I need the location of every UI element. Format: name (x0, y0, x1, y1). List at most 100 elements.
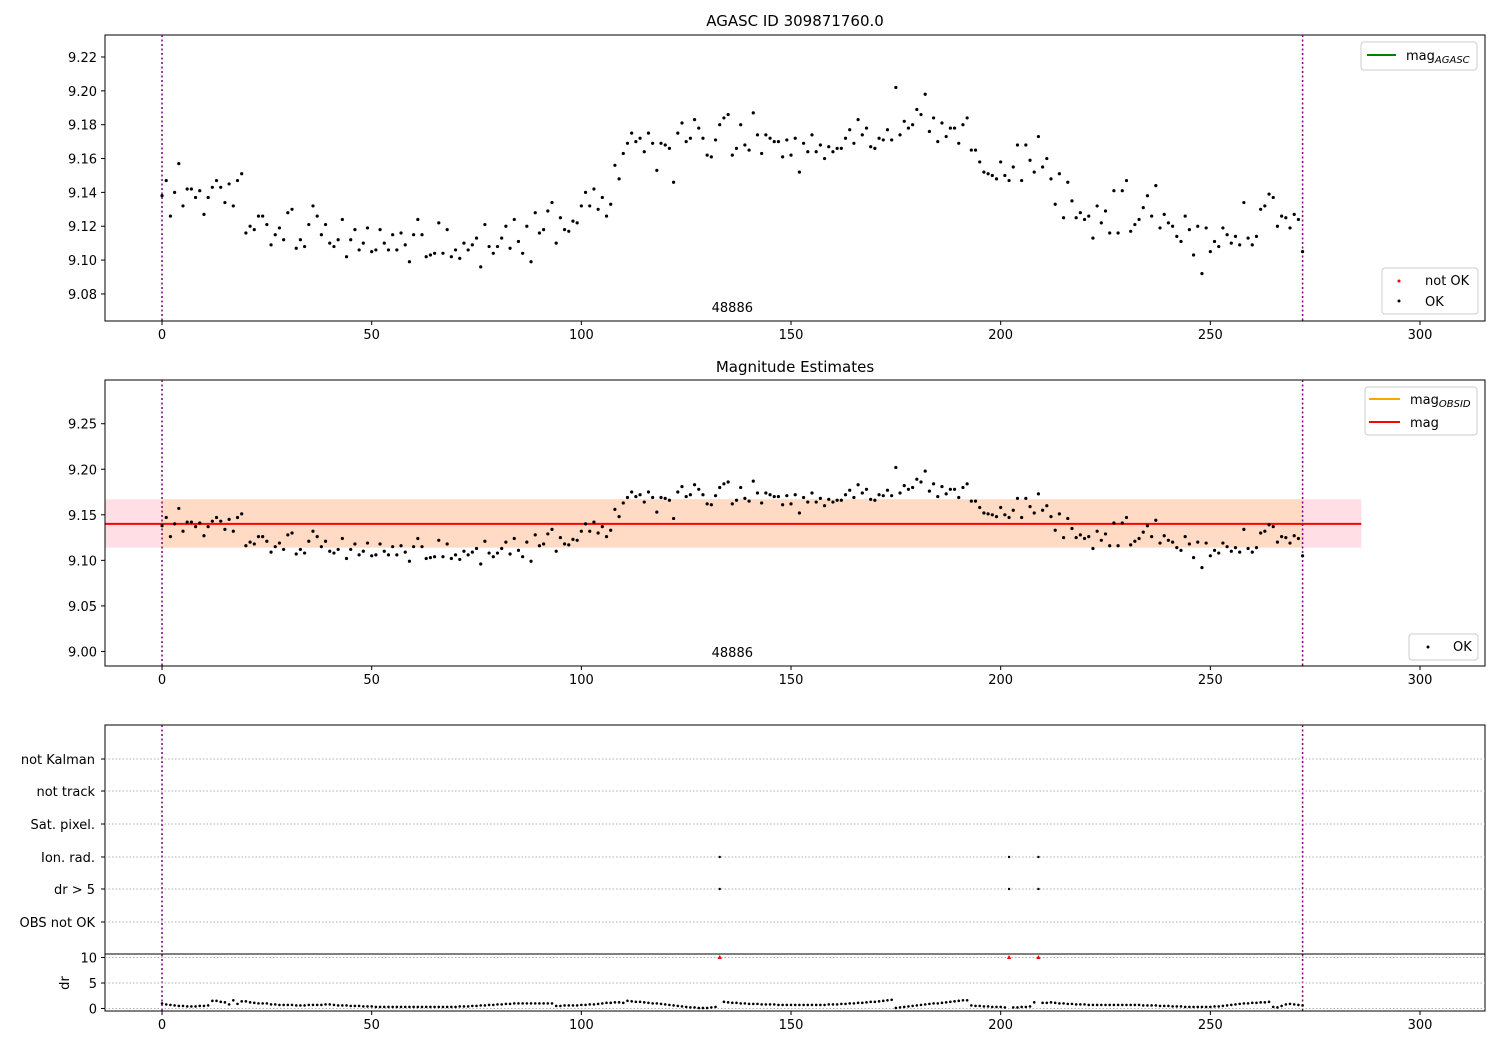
panel2-point (617, 515, 621, 519)
dr-point (756, 1002, 759, 1006)
flag-point (718, 887, 721, 891)
dr-point (911, 1004, 914, 1008)
panel1-point (1087, 214, 1091, 218)
panel2-point (177, 506, 181, 511)
panel1-point (495, 244, 500, 249)
dr-point (580, 1003, 583, 1007)
panel1-point (1045, 156, 1049, 161)
dr-point (462, 1005, 466, 1008)
panel1-point (1242, 200, 1246, 205)
panel2-ytick-label-3: 9.15 (68, 509, 97, 524)
flag-point (1007, 855, 1011, 859)
dr-point (307, 1003, 311, 1007)
dr-point (1141, 1004, 1145, 1007)
panel2-point (1263, 529, 1267, 533)
panel1-point (768, 136, 772, 140)
dr-point (521, 1002, 524, 1005)
panel1-legend-lower: not OK OK (1381, 267, 1479, 315)
dr-point (483, 1004, 487, 1007)
panel1-point (453, 248, 458, 252)
panel1-point (801, 141, 806, 145)
panel2-point (869, 497, 873, 501)
dr-point (940, 1001, 944, 1005)
dr-point (1053, 1001, 1057, 1005)
panel2-point (864, 487, 869, 491)
legend-ok-marker-2 (1426, 645, 1430, 649)
panel1-point (1246, 236, 1250, 240)
panel1-point (772, 140, 776, 144)
panel2-point (990, 513, 994, 517)
panel1-point (231, 204, 235, 208)
dr-point (286, 1003, 290, 1007)
panel2-point (638, 493, 642, 497)
panel1-point (952, 126, 957, 130)
panel2-point (948, 487, 952, 491)
panel2-point (1271, 525, 1275, 529)
panel2-point (801, 495, 806, 500)
panel2-point (630, 490, 634, 494)
panel1-ytick-label-0: 9.08 (68, 288, 97, 303)
dr-point (550, 1002, 554, 1005)
dr-point (399, 1005, 403, 1009)
panel1-point (500, 236, 504, 240)
panel1-point (1154, 184, 1158, 188)
dr-point (1213, 1005, 1216, 1008)
panel2-point (940, 484, 944, 489)
dr-point (873, 1000, 877, 1004)
panel1-point (395, 248, 399, 252)
panel1-ytick-label-1: 9.10 (68, 254, 97, 269)
panel1-point (726, 112, 730, 117)
panel2-point (173, 522, 177, 526)
dr-point (1292, 1003, 1296, 1006)
dr-point (512, 1002, 516, 1005)
panel2-point (764, 491, 768, 495)
panel2-point (747, 499, 751, 503)
panel1-point (747, 148, 751, 152)
dr-point (974, 1004, 977, 1008)
panel1-point (302, 244, 307, 249)
panel2-point (1166, 538, 1171, 542)
panel1-point (516, 239, 521, 244)
panel2-point (546, 532, 550, 536)
panel2-point (718, 485, 722, 490)
panel2-point (1275, 540, 1280, 544)
dr-point (584, 1003, 587, 1007)
panel2-point (781, 503, 785, 507)
dr-point (1255, 1001, 1258, 1005)
panel2-point (986, 512, 990, 516)
panel1-point (617, 177, 621, 181)
panel2-point (751, 479, 755, 483)
panel2-point (1292, 534, 1296, 538)
panel1-point (181, 204, 185, 208)
dr-point (936, 1002, 940, 1005)
panel1-point (999, 160, 1003, 164)
panel2-point (558, 535, 562, 540)
panel2-point (374, 553, 378, 557)
panel1-point (546, 209, 550, 213)
dr-point (877, 1000, 881, 1003)
panel1-point (223, 200, 227, 205)
dr-ytick-label-5: 5 (89, 977, 97, 992)
panel1-point (290, 207, 294, 211)
panel1-point (835, 146, 839, 150)
panel1-point (328, 241, 332, 245)
panel1-point (630, 131, 634, 135)
panel2-point (562, 542, 567, 546)
dr-point (684, 1005, 688, 1009)
dr-flagged-marker (1036, 955, 1041, 960)
panel2-ytick-label-4: 9.20 (68, 463, 97, 478)
panel2-point (248, 540, 252, 544)
panel1-point (470, 243, 474, 247)
panel2-point (1242, 527, 1246, 531)
dr-point (710, 1006, 713, 1009)
panel1-ytick-label-7: 9.22 (68, 51, 97, 66)
panel2-point (458, 557, 462, 562)
panel2-point (1288, 541, 1292, 545)
panel1-point (1217, 244, 1221, 249)
panel1-point (1082, 217, 1087, 222)
dr-point (559, 1004, 562, 1008)
panel1-point (458, 256, 462, 260)
panel2-point (651, 495, 655, 500)
flag-label-4: dr > 5 (54, 883, 95, 898)
dr-point (1041, 1001, 1044, 1005)
